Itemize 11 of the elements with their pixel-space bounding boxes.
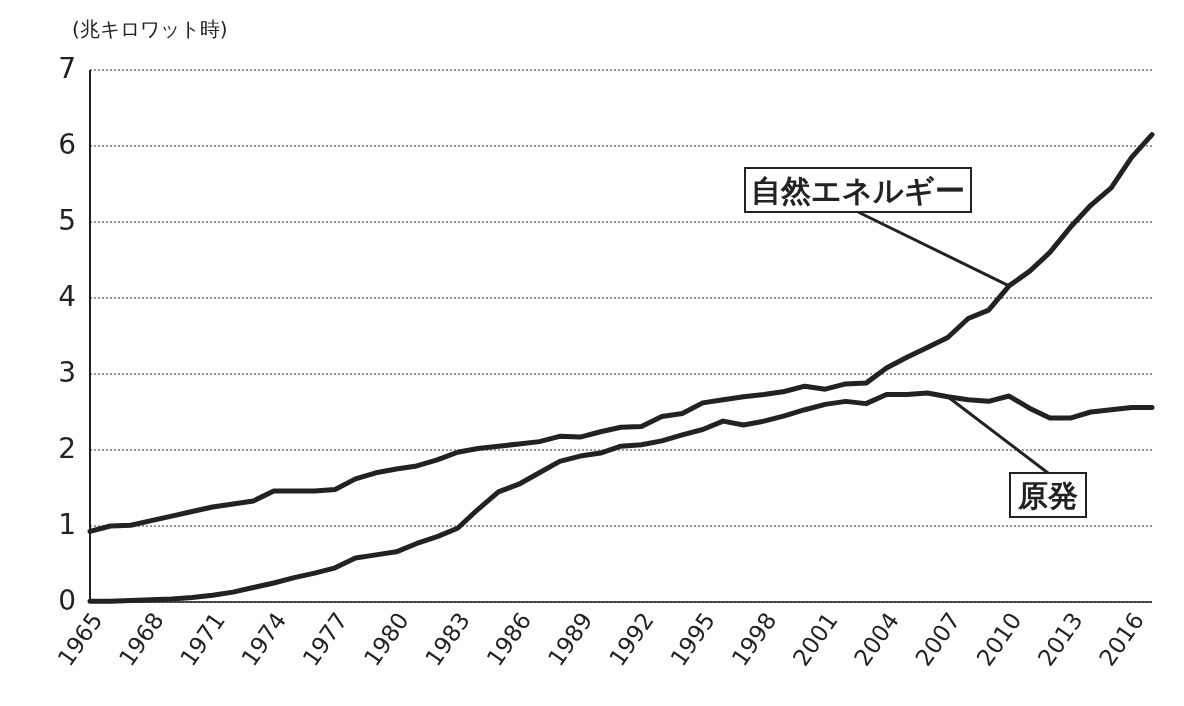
y-tick-label: 3 — [58, 356, 76, 389]
y-tick-label: 7 — [58, 52, 76, 85]
y-tick-label: 1 — [58, 508, 76, 541]
y-tick-label: 4 — [58, 280, 76, 313]
y-tick-label: 5 — [58, 204, 76, 237]
y-tick-label: 0 — [58, 584, 76, 617]
y-tick-label: 2 — [58, 432, 76, 465]
y-axis-title: (兆キロワット時) — [72, 17, 228, 41]
text: 自然エネルギー — [751, 172, 965, 208]
y-tick-label: 6 — [58, 128, 76, 161]
series-label: 原発 — [1017, 477, 1078, 513]
